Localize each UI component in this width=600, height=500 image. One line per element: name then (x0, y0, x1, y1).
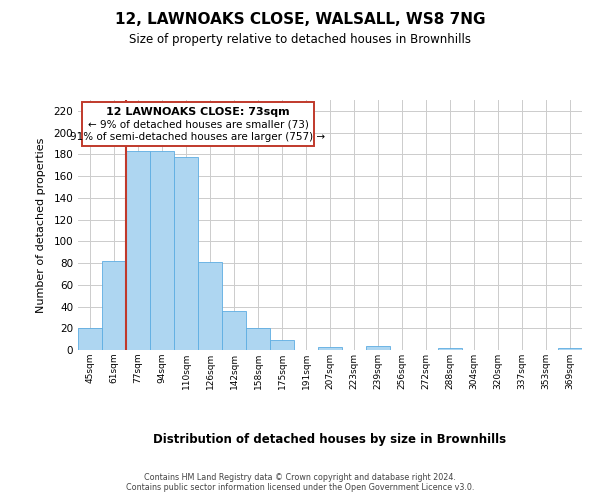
Text: Contains public sector information licensed under the Open Government Licence v3: Contains public sector information licen… (126, 484, 474, 492)
Bar (246, 328, 270, 350)
Bar (558, 348, 582, 350)
Bar (150, 151, 174, 350)
Text: ← 9% of detached houses are smaller (73): ← 9% of detached houses are smaller (73) (88, 119, 308, 129)
FancyBboxPatch shape (82, 102, 314, 146)
Text: 91% of semi-detached houses are larger (757) →: 91% of semi-detached houses are larger (… (70, 132, 326, 141)
Text: Distribution of detached houses by size in Brownhills: Distribution of detached houses by size … (154, 432, 506, 446)
Bar (198, 262, 222, 350)
Bar (174, 156, 198, 350)
Bar (102, 261, 126, 350)
Text: 12 LAWNOAKS CLOSE: 73sqm: 12 LAWNOAKS CLOSE: 73sqm (106, 106, 290, 117)
Bar (126, 151, 150, 350)
Bar (318, 346, 342, 350)
Text: Contains HM Land Registry data © Crown copyright and database right 2024.: Contains HM Land Registry data © Crown c… (144, 472, 456, 482)
Bar (222, 311, 246, 350)
Bar (270, 340, 294, 350)
Text: Size of property relative to detached houses in Brownhills: Size of property relative to detached ho… (129, 32, 471, 46)
Bar (366, 346, 390, 350)
Bar (78, 328, 102, 350)
Text: 12, LAWNOAKS CLOSE, WALSALL, WS8 7NG: 12, LAWNOAKS CLOSE, WALSALL, WS8 7NG (115, 12, 485, 28)
Bar (438, 348, 462, 350)
Y-axis label: Number of detached properties: Number of detached properties (37, 138, 46, 312)
